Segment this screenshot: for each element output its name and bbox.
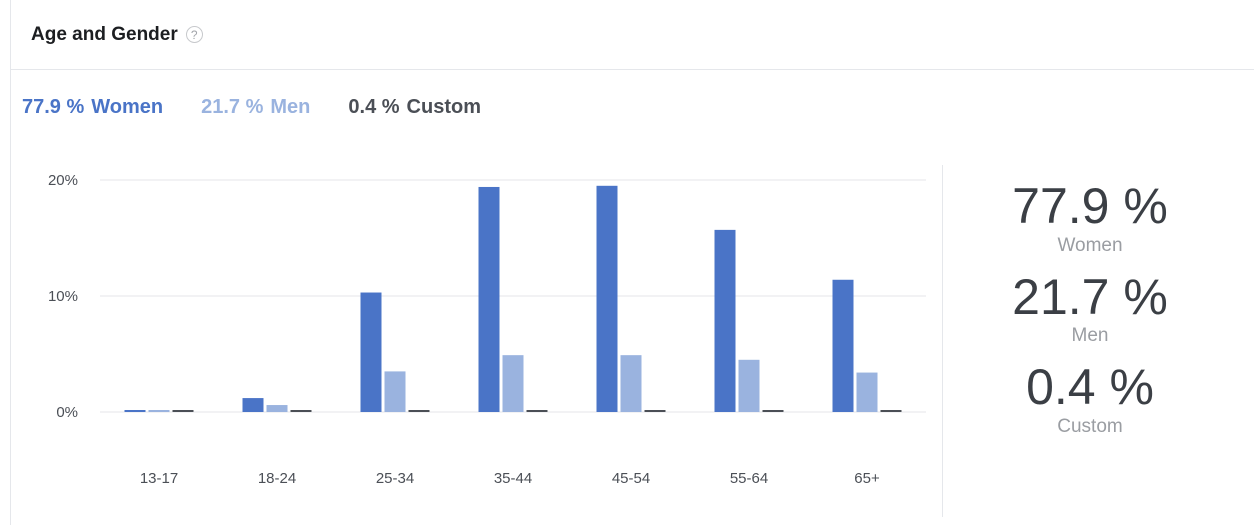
bar-custom-25-34 [408, 410, 430, 412]
legend-men-pct: 21.7 % [201, 96, 264, 118]
stat-women-label: Women [1057, 234, 1123, 256]
age-gender-panel: Age and Gender ? [10, 0, 1254, 525]
stat-men-value: 21.7 % [1012, 268, 1168, 325]
bar-men-35-44 [502, 355, 524, 412]
stat-custom-value: 0.4 % [1026, 359, 1154, 415]
help-icon[interactable]: ? [185, 26, 203, 43]
legend-item-women: 77.9 % Women [22, 96, 163, 119]
y-tick-label: 20% [48, 172, 78, 189]
legend-item-men: 21.7 % Men [201, 96, 310, 119]
bar-custom-45-54 [644, 410, 666, 412]
bar-custom-13-17 [172, 410, 194, 412]
legend-women-pct: 77.9 % [22, 96, 85, 118]
x-tick-label: 65+ [854, 470, 880, 487]
y-tick-label: 10% [48, 288, 78, 305]
bar-custom-65+ [880, 410, 902, 412]
stat-women: 77.9 % Women [960, 180, 1220, 257]
bar-men-18-24 [266, 405, 288, 412]
legend-women-label: Women [91, 96, 164, 118]
stat-men: 21.7 % Men [960, 268, 1220, 348]
bar-women-55-64 [714, 229, 736, 412]
x-tick-label: 45-54 [612, 470, 650, 487]
stat-custom-label: Custom [1057, 415, 1123, 437]
panel-header: Age and Gender ? [11, 0, 1254, 70]
bar-men-65+ [856, 372, 878, 412]
bar-women-45-54 [596, 185, 618, 412]
bar-women-25-34 [360, 292, 382, 412]
chart-divider [942, 165, 943, 517]
stat-women-value: 77.9 % [1012, 178, 1168, 234]
legend-custom-pct: 0.4 % [348, 96, 400, 118]
bar-men-13-17 [148, 410, 170, 412]
x-tick-label: 13-17 [140, 470, 178, 487]
bar-women-65+ [832, 279, 854, 412]
y-tick-label: 0% [56, 404, 78, 421]
stat-custom: 0.4 % Custom [960, 361, 1220, 438]
stat-men-label: Men [1071, 325, 1109, 346]
x-tick-label: 25-34 [376, 470, 414, 487]
bar-men-45-54 [620, 355, 642, 412]
bar-men-25-34 [384, 371, 406, 412]
gender-stats: 77.9 % Women 21.7 % Men 0.4 % Custom [960, 180, 1220, 452]
bar-men-55-64 [738, 359, 760, 412]
x-tick-label: 55-64 [730, 470, 768, 487]
bar-custom-55-64 [762, 410, 784, 412]
legend-men-label: Men [270, 96, 311, 118]
bar-women-18-24 [242, 398, 264, 412]
x-tick-label: 18-24 [258, 470, 296, 487]
bar-women-35-44 [478, 186, 500, 412]
bar-custom-35-44 [526, 410, 548, 412]
gender-summary-legend: 77.9 % Women 21.7 % Men 0.4 % Custom [22, 96, 481, 119]
bar-women-13-17 [124, 410, 146, 412]
legend-item-custom: 0.4 % Custom [348, 96, 481, 119]
x-tick-label: 35-44 [494, 470, 532, 487]
bar-custom-18-24 [290, 410, 312, 412]
age-gender-bar-chart: 0% 10% 20% 13-17 18-24 25-34 35-44 45-54 55-64 65… [48, 172, 926, 487]
panel-title: Age and Gender [31, 23, 178, 45]
legend-custom-label: Custom [406, 96, 481, 118]
